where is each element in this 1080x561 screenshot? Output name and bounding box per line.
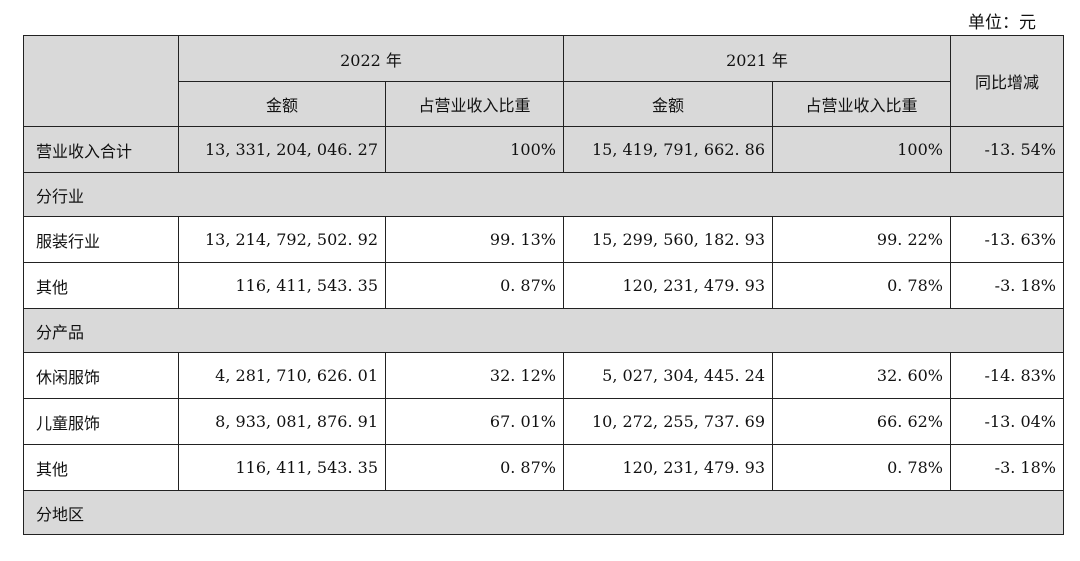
amount-2022-cell: 116, 411, 543. 35	[178, 262, 386, 309]
table-row: 其他 116, 411, 543. 35 0. 87% 120, 231, 47…	[23, 444, 1064, 491]
unit-label: 单位：元	[968, 13, 1036, 33]
revenue-table: 2022 年 2021 年 同比增减 金额 占营业收入比重 金额 占营业收入比重…	[23, 35, 1064, 535]
amount-2022-cell: 13, 331, 204, 046. 27	[178, 126, 386, 173]
ratio-2022-cell: 99. 13%	[385, 216, 564, 263]
amount-2022-cell: 13, 214, 792, 502. 92	[178, 216, 386, 263]
ratio-2021-cell: 0. 78%	[772, 262, 951, 309]
row-label: 儿童服饰	[23, 398, 179, 445]
amount-2021-cell: 120, 231, 479. 93	[563, 444, 773, 491]
yoy-cell: -3. 18%	[950, 444, 1064, 491]
table-row-total: 营业收入合计 13, 331, 204, 046. 27 100% 15, 41…	[23, 126, 1064, 173]
yoy-cell: -14. 83%	[950, 352, 1064, 399]
header-amount-2022: 金额	[178, 81, 386, 127]
table-row: 休闲服饰 4, 281, 710, 626. 01 32. 12% 5, 027…	[23, 352, 1064, 399]
header-blank-cell	[23, 35, 179, 127]
row-label: 休闲服饰	[23, 352, 179, 399]
ratio-2021-cell: 99. 22%	[772, 216, 951, 263]
ratio-2021-cell: 100%	[772, 126, 951, 173]
amount-2022-cell: 116, 411, 543. 35	[178, 444, 386, 491]
table-row: 服装行业 13, 214, 792, 502. 92 99. 13% 15, 2…	[23, 216, 1064, 263]
section-row-product: 分产品	[23, 308, 1064, 353]
ratio-2021-cell: 32. 60%	[772, 352, 951, 399]
yoy-cell: -3. 18%	[950, 262, 1064, 309]
header-yoy: 同比增减	[950, 35, 1064, 127]
header-ratio-2021: 占营业收入比重	[772, 81, 951, 127]
section-label: 分行业	[23, 172, 1064, 217]
header-year-2022: 2022 年	[178, 35, 564, 82]
section-row-industry: 分行业	[23, 172, 1064, 217]
row-label: 服装行业	[23, 216, 179, 263]
row-label: 其他	[23, 444, 179, 491]
ratio-2022-cell: 100%	[385, 126, 564, 173]
header-year-2021: 2021 年	[563, 35, 951, 82]
table-row: 其他 116, 411, 543. 35 0. 87% 120, 231, 47…	[23, 262, 1064, 309]
header-ratio-2022: 占营业收入比重	[385, 81, 564, 127]
amount-2021-cell: 15, 299, 560, 182. 93	[563, 216, 773, 263]
ratio-2022-cell: 0. 87%	[385, 444, 564, 491]
yoy-cell: -13. 54%	[950, 126, 1064, 173]
header-row-years: 2022 年 2021 年 同比增减	[23, 35, 1064, 127]
yoy-cell: -13. 63%	[950, 216, 1064, 263]
ratio-2021-cell: 0. 78%	[772, 444, 951, 491]
section-label: 分地区	[23, 490, 1064, 535]
section-label: 分产品	[23, 308, 1064, 353]
amount-2021-cell: 120, 231, 479. 93	[563, 262, 773, 309]
ratio-2021-cell: 66. 62%	[772, 398, 951, 445]
amount-2021-cell: 15, 419, 791, 662. 86	[563, 126, 773, 173]
yoy-cell: -13. 04%	[950, 398, 1064, 445]
amount-2022-cell: 8, 933, 081, 876. 91	[178, 398, 386, 445]
row-label: 营业收入合计	[23, 126, 179, 173]
header-row-columns: 金额 占营业收入比重 金额 占营业收入比重	[24, 81, 1064, 127]
ratio-2022-cell: 67. 01%	[385, 398, 564, 445]
amount-2021-cell: 5, 027, 304, 445. 24	[563, 352, 773, 399]
amount-2021-cell: 10, 272, 255, 737. 69	[563, 398, 773, 445]
row-label: 其他	[23, 262, 179, 309]
amount-2022-cell: 4, 281, 710, 626. 01	[178, 352, 386, 399]
table-row: 儿童服饰 8, 933, 081, 876. 91 67. 01% 10, 27…	[23, 398, 1064, 445]
ratio-2022-cell: 0. 87%	[385, 262, 564, 309]
ratio-2022-cell: 32. 12%	[385, 352, 564, 399]
section-row-region: 分地区	[23, 490, 1064, 535]
header-amount-2021: 金额	[563, 81, 773, 127]
